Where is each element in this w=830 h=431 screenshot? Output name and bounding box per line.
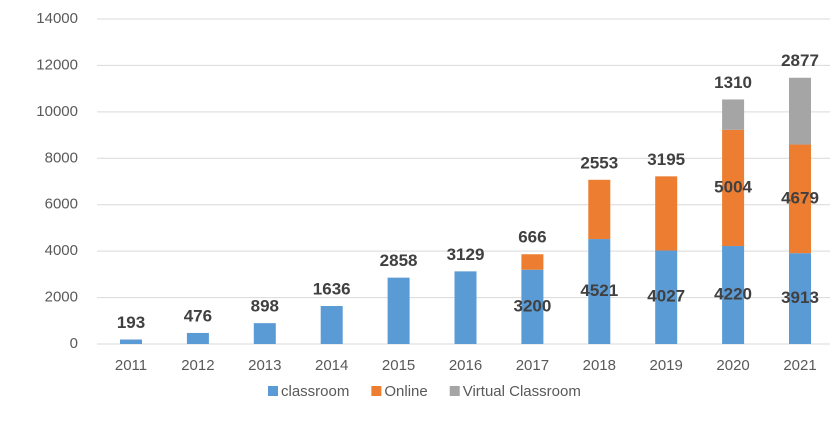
legend-label: Virtual Classroom — [463, 383, 581, 400]
x-tick-label: 2019 — [650, 357, 683, 374]
x-tick-label: 2021 — [783, 357, 816, 374]
y-tick-label: 8000 — [45, 149, 78, 166]
value-label: 1636 — [313, 280, 351, 299]
x-tick-label: 2011 — [115, 357, 147, 374]
y-tick-label: 6000 — [45, 196, 78, 213]
bar-segment — [120, 339, 142, 344]
value-label: 898 — [251, 297, 279, 316]
bar-segment — [588, 179, 611, 240]
value-label: 2553 — [580, 153, 618, 172]
value-label: 476 — [184, 306, 212, 325]
bar-segment — [320, 306, 343, 344]
y-tick-label: 14000 — [36, 10, 78, 27]
y-tick-label: 0 — [70, 335, 78, 352]
x-tick-label: 2014 — [315, 357, 348, 374]
bar-segment — [722, 246, 745, 344]
bar-segment — [655, 250, 678, 344]
legend-swatch — [371, 386, 382, 396]
value-label: 2877 — [781, 51, 819, 70]
y-tick-label: 4000 — [45, 242, 78, 259]
bar-segment — [588, 239, 611, 344]
x-tick-label: 2017 — [516, 357, 549, 374]
bar-segment — [454, 271, 477, 344]
x-tick-label: 2020 — [716, 357, 749, 374]
bar-segment — [186, 332, 209, 344]
value-label: 4027 — [647, 287, 685, 306]
x-tick-label: 2015 — [382, 357, 415, 374]
bar-segment — [722, 99, 745, 130]
x-tick-label: 2012 — [181, 357, 214, 374]
value-label: 3129 — [447, 245, 485, 264]
legend-label: Online — [384, 383, 427, 400]
value-label: 666 — [518, 228, 546, 247]
bar-segment — [387, 277, 410, 344]
bar-segment — [521, 269, 544, 344]
legend-label: classroom — [281, 383, 349, 400]
bar-segment — [521, 254, 544, 270]
bar-segment — [253, 323, 276, 344]
x-tick-label: 2018 — [583, 357, 616, 374]
value-label: 2858 — [380, 251, 418, 270]
value-label: 3200 — [513, 296, 551, 315]
legend-swatch — [268, 386, 278, 396]
y-tick-label: 2000 — [45, 289, 78, 306]
value-label: 4679 — [781, 188, 819, 207]
bar-segment — [789, 253, 811, 344]
value-label: 5004 — [714, 177, 752, 196]
y-tick-label: 10000 — [36, 103, 78, 120]
bar-segment — [789, 77, 811, 145]
value-label: 3195 — [647, 150, 685, 169]
legend-swatch — [449, 386, 460, 396]
value-label: 193 — [117, 313, 145, 332]
value-label: 3913 — [781, 288, 819, 307]
bar-segment — [722, 129, 745, 247]
x-tick-label: 2013 — [248, 357, 281, 374]
bar-segment — [789, 144, 811, 254]
value-label: 4220 — [714, 285, 752, 304]
value-label: 4521 — [580, 281, 618, 300]
value-label: 1310 — [714, 73, 752, 92]
bar-segment — [655, 176, 678, 251]
y-tick-label: 12000 — [36, 56, 78, 73]
x-tick-label: 2016 — [449, 357, 482, 374]
